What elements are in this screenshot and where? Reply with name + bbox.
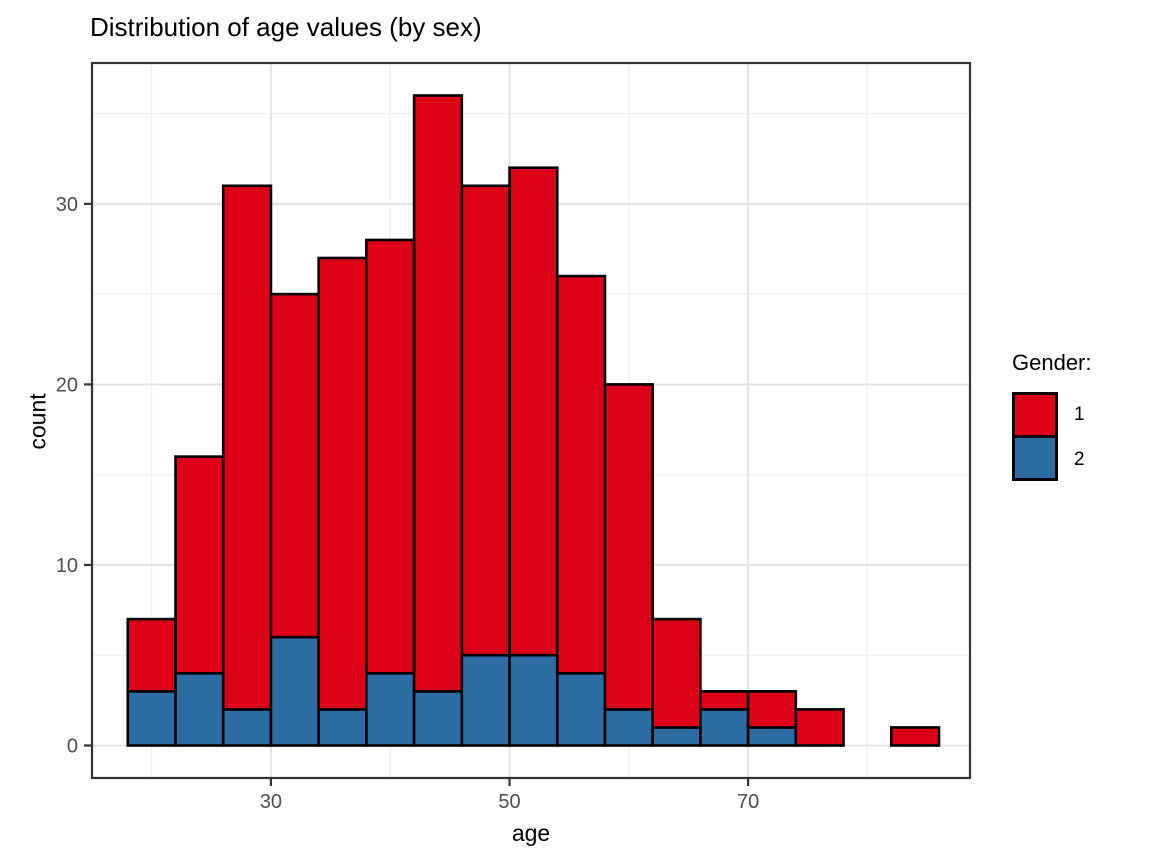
bar-segment-gender1 (603, 383, 654, 711)
legend-label: 1 (1074, 404, 1085, 425)
legend-label: 2 (1074, 448, 1085, 470)
legend-swatch (1012, 435, 1058, 481)
bar-segment-gender1 (508, 166, 559, 657)
bar-segment-gender2 (651, 726, 702, 747)
bar-segment-gender1 (651, 617, 702, 729)
bar-segment-gender2 (699, 708, 750, 747)
bar-segment-gender2 (269, 635, 320, 747)
panel-border (90, 61, 972, 780)
bar-segment-gender2 (317, 708, 368, 747)
y-axis-title: count (24, 393, 51, 450)
bar-segment-gender1 (889, 726, 941, 747)
x-tick-label: 30 (260, 791, 282, 813)
bar-segment-gender2 (460, 653, 511, 747)
bar-segment-gender1 (555, 274, 607, 675)
bar-segment-gender1 (794, 708, 845, 747)
chart-title: Distribution of age values (by sex) (90, 12, 482, 42)
bar-segment-gender2 (603, 708, 654, 747)
bar-segment-gender1 (221, 184, 273, 711)
x-tick-label: 70 (737, 791, 759, 813)
bar-segment-gender1 (317, 256, 368, 711)
y-tick-label: 30 (56, 194, 78, 216)
bar-segment-gender2 (746, 726, 798, 747)
legend-title: Gender: (1012, 350, 1092, 375)
bar-segment-gender1 (269, 292, 320, 639)
y-tick-label: 10 (56, 555, 78, 577)
bar-segment-gender2 (126, 690, 177, 747)
x-axis-title: age (511, 820, 551, 846)
legend-swatch (1012, 392, 1058, 438)
bar-segment-gender2 (555, 671, 607, 747)
bar-segment-gender2 (412, 690, 464, 747)
bar-segment-gender1 (126, 617, 177, 693)
bar-segment-gender2 (221, 708, 273, 747)
bar-segment-gender2 (508, 653, 559, 747)
bar-segment-gender1 (174, 455, 225, 675)
bar-segment-gender1 (365, 238, 416, 675)
bar-segment-gender2 (365, 671, 416, 747)
x-tick-label: 50 (498, 791, 520, 813)
bar-segment-gender1 (412, 94, 464, 693)
legend-item: 2 (1012, 435, 1092, 481)
bar-segment-gender1 (746, 690, 798, 729)
legend-item: 1 (1012, 392, 1092, 438)
y-tick-label: 20 (56, 374, 78, 396)
y-tick-label: 0 (67, 736, 78, 758)
bar-segment-gender1 (460, 184, 511, 657)
bar-segment-gender1 (699, 690, 750, 711)
bar-segment-gender2 (174, 671, 225, 747)
